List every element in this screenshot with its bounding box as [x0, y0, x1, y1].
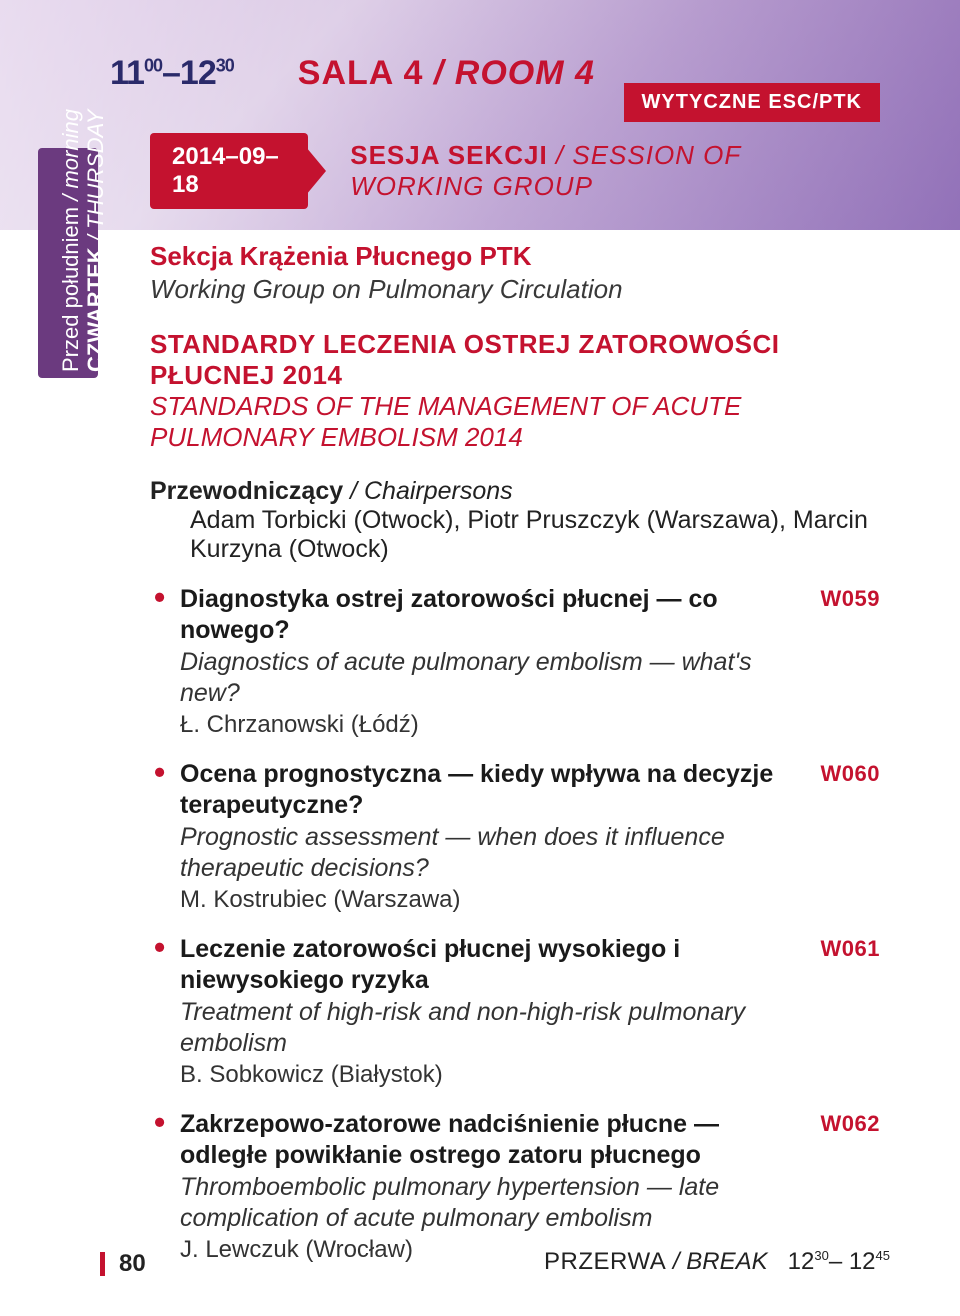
agenda-item: W059 Diagnostyka ostrej zatorowości płuc…	[150, 584, 880, 739]
group-title-pl: Sekcja Krążenia Płucnego PTK	[150, 241, 880, 272]
item-title-en: Diagnostics of acute pulmonary embolism …	[180, 647, 780, 710]
room-italic: ROOM 4	[455, 54, 595, 92]
item-author: Ł. Chrzanowski (Łódź)	[180, 711, 780, 739]
room-sep: /	[423, 54, 454, 92]
time-start-h: 11	[110, 54, 144, 92]
day-sidebar: Przed południem / morning CZWARTEK / THU…	[58, 109, 109, 372]
room-main: SALA 4	[298, 54, 424, 92]
session-label: SESJA SEKCJI / SESSION OF WORKING GROUP	[350, 140, 880, 202]
item-code: W060	[821, 761, 880, 787]
agenda-item: W062 Zakrzepowo-zatorowe nadciśnienie pł…	[150, 1109, 880, 1264]
time-end-m: 30	[216, 56, 234, 76]
item-title-en: Treatment of high-risk and non-high-risk…	[180, 997, 780, 1060]
standard-title-pl: STANDARDY LECZENIA OSTREJ ZATOROWOŚCI PŁ…	[150, 329, 880, 391]
item-code: W061	[821, 936, 880, 962]
item-title-pl: Diagnostyka ostrej zatorowości płucnej —…	[180, 584, 780, 647]
agenda-item: W061 Leczenie zatorowości płucnej wysoki…	[150, 934, 880, 1089]
session-sep: /	[548, 140, 573, 170]
item-title-en: Prognostic assessment — when does it inf…	[180, 822, 780, 885]
standard-title-en: STANDARDS OF THE MANAGEMENT OF ACUTE PUL…	[150, 391, 880, 453]
session-time: 1100–1230	[110, 54, 234, 93]
item-author: B. Sobkowicz (Białystok)	[180, 1061, 780, 1089]
room-label: SALA 4 / ROOM 4	[298, 54, 595, 93]
time-start-m: 00	[144, 56, 162, 76]
session-row: WYTYCZNE ESC/PTK 2014–09–18 SESJA SEKCJI…	[150, 133, 880, 209]
chair-label-en: Chairpersons	[364, 477, 513, 505]
item-author: M. Kostrubiec (Warszawa)	[180, 886, 780, 914]
group-title-en: Working Group on Pulmonary Circulation	[150, 274, 880, 305]
sidebar-day-en: THURSDAY	[83, 110, 108, 229]
date-chip: 2014–09–18	[150, 133, 308, 209]
chairpersons-names: Adam Torbicki (Otwock), Piotr Pruszczyk …	[190, 506, 880, 564]
item-author: J. Lewczuk (Wrocław)	[180, 1236, 780, 1264]
sidebar-sub-pl: Przed południem	[58, 207, 83, 372]
agenda-item: W060 Ocena prognostyczna — kiedy wpływa …	[150, 759, 880, 914]
guidelines-badge: WYTYCZNE ESC/PTK	[624, 83, 880, 122]
sidebar-sub-sep: /	[58, 189, 83, 207]
item-title-pl: Zakrzepowo-zatorowe nadciśnienie płucne …	[180, 1109, 780, 1172]
time-end-h: 12	[180, 54, 216, 92]
sidebar-day-sep: /	[83, 229, 108, 247]
agenda-list: W059 Diagnostyka ostrej zatorowości płuc…	[150, 584, 880, 1264]
chair-label-sep: /	[343, 477, 364, 505]
chair-label-pl: Przewodniczący	[150, 477, 343, 505]
chairpersons-label: Przewodniczący / Chairpersons	[150, 477, 880, 506]
item-title-en: Thromboembolic pulmonary hypertension — …	[180, 1172, 780, 1235]
item-code: W062	[821, 1111, 880, 1137]
item-code: W059	[821, 586, 880, 612]
session-main: SESJA SEKCJI	[350, 140, 547, 170]
sidebar-sub-en: morning	[58, 109, 83, 188]
sidebar-day-pl: CZWARTEK	[83, 247, 108, 372]
item-title-pl: Leczenie zatorowości płucnej wysokiego i…	[180, 934, 780, 997]
item-title-pl: Ocena prognostyczna — kiedy wpływa na de…	[180, 759, 780, 822]
